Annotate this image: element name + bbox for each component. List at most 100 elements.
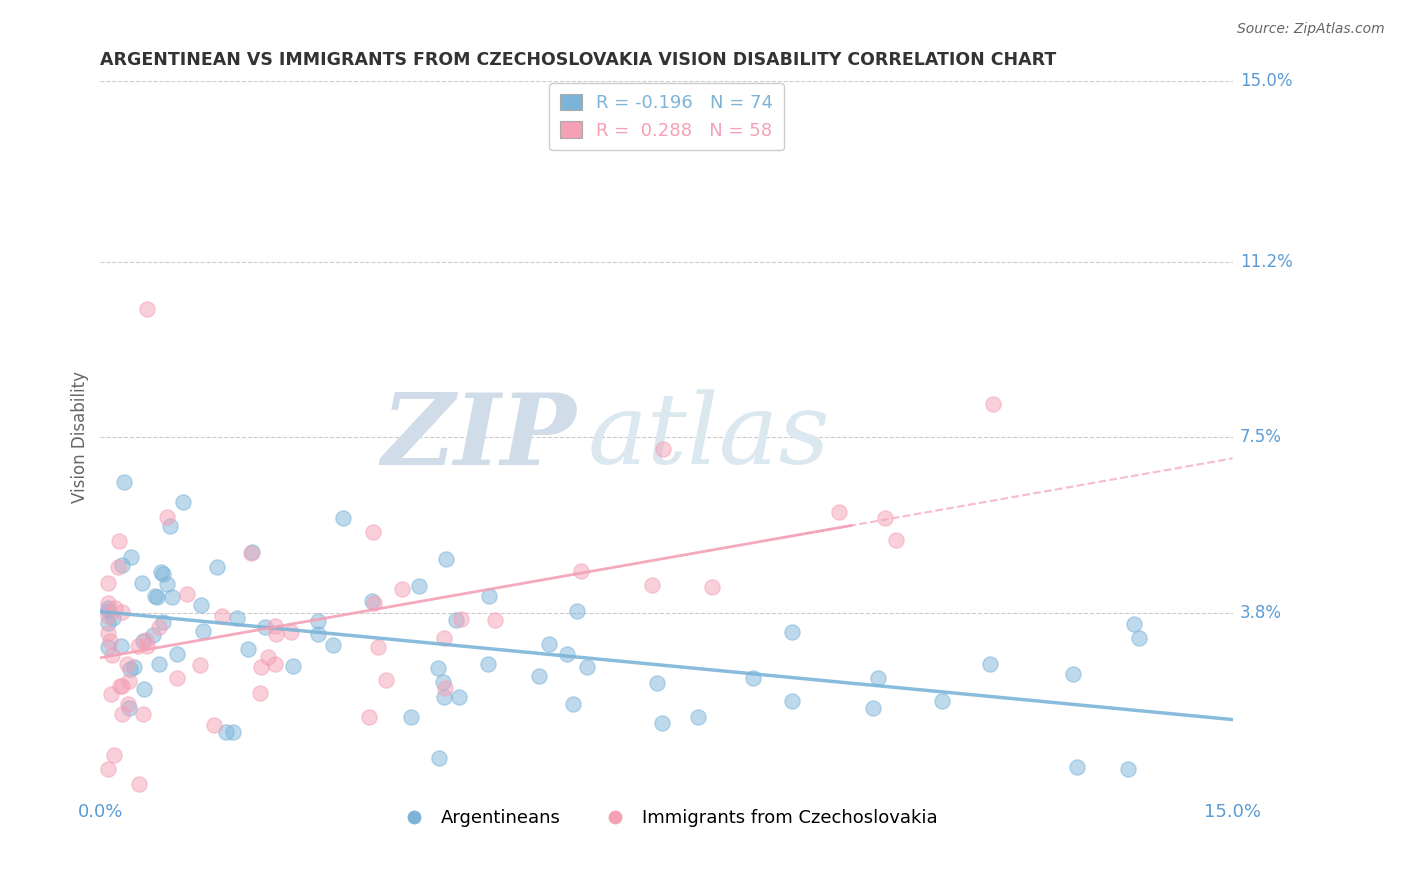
Point <box>135 633 157 648</box>
Point <box>136 302 159 317</box>
Point <box>97 601 120 615</box>
Point <box>307 614 329 628</box>
Point <box>884 533 907 547</box>
Point <box>117 657 139 672</box>
Point <box>97 615 120 630</box>
Point <box>449 690 471 705</box>
Point <box>110 639 132 653</box>
Point <box>117 674 139 689</box>
Point <box>236 642 259 657</box>
Point <box>215 725 238 739</box>
Point <box>193 624 215 639</box>
Point <box>391 582 413 597</box>
Point <box>103 611 125 625</box>
Point <box>176 587 198 601</box>
Point <box>359 710 381 724</box>
Point <box>111 558 134 572</box>
Point <box>399 710 422 724</box>
Point <box>142 628 165 642</box>
Point <box>240 545 263 559</box>
Point <box>204 718 226 732</box>
Point <box>117 697 139 711</box>
Point <box>111 605 134 619</box>
Point <box>131 575 153 590</box>
Point <box>868 671 890 685</box>
Point <box>446 613 468 627</box>
Point <box>281 658 304 673</box>
Point <box>97 626 120 640</box>
Point <box>477 657 499 671</box>
Point <box>159 519 181 533</box>
Point <box>188 657 211 672</box>
Point <box>408 579 430 593</box>
Point <box>1122 617 1144 632</box>
Text: 7.5%: 7.5% <box>1240 428 1282 446</box>
Point <box>427 661 450 675</box>
Point <box>127 639 149 653</box>
Point <box>264 619 287 633</box>
Point <box>205 559 228 574</box>
Point <box>97 576 120 591</box>
Text: ARGENTINEAN VS IMMIGRANTS FROM CZECHOSLOVAKIA VISION DISABILITY CORRELATION CHAR: ARGENTINEAN VS IMMIGRANTS FROM CZECHOSLO… <box>100 51 1056 69</box>
Point <box>742 671 765 685</box>
Point <box>280 625 302 640</box>
Point <box>686 710 709 724</box>
Point <box>249 660 271 674</box>
Point <box>432 675 454 690</box>
Point <box>322 638 344 652</box>
Point <box>148 620 170 634</box>
Point <box>152 615 174 629</box>
Point <box>375 673 398 688</box>
Point <box>190 598 212 612</box>
Point <box>118 701 141 715</box>
Point <box>131 633 153 648</box>
Point <box>367 640 389 654</box>
Point <box>537 637 560 651</box>
Y-axis label: Vision Disability: Vision Disability <box>72 371 89 503</box>
Point <box>433 690 456 705</box>
Point <box>172 495 194 509</box>
Point <box>979 657 1001 671</box>
Point <box>875 510 897 524</box>
Point <box>641 578 664 592</box>
Point <box>484 614 506 628</box>
Point <box>862 701 884 715</box>
Point <box>427 751 450 765</box>
Text: 15.0%: 15.0% <box>1240 72 1292 90</box>
Text: ZIP: ZIP <box>381 389 576 485</box>
Point <box>150 565 173 579</box>
Legend: Argentineans, Immigrants from Czechoslovakia: Argentineans, Immigrants from Czechoslov… <box>388 802 945 834</box>
Point <box>132 682 155 697</box>
Point <box>561 697 583 711</box>
Text: 3.8%: 3.8% <box>1240 604 1282 622</box>
Point <box>527 668 550 682</box>
Point <box>478 589 501 603</box>
Text: 11.2%: 11.2% <box>1240 252 1294 270</box>
Text: atlas: atlas <box>588 390 830 485</box>
Point <box>226 611 249 625</box>
Point <box>575 659 598 673</box>
Point <box>107 559 129 574</box>
Point <box>97 640 120 654</box>
Point <box>118 662 141 676</box>
Point <box>1066 760 1088 774</box>
Point <box>146 590 169 604</box>
Point <box>152 566 174 581</box>
Point <box>112 475 135 489</box>
Point <box>240 546 263 560</box>
Point <box>162 591 184 605</box>
Point <box>108 534 131 549</box>
Point <box>97 596 120 610</box>
Point <box>702 580 724 594</box>
Point <box>166 647 188 661</box>
Point <box>136 639 159 653</box>
Point <box>981 397 1004 411</box>
Point <box>780 694 803 708</box>
Point <box>128 777 150 791</box>
Point <box>143 589 166 603</box>
Point <box>124 660 146 674</box>
Point <box>148 657 170 672</box>
Point <box>565 604 588 618</box>
Point <box>97 609 120 624</box>
Point <box>264 626 287 640</box>
